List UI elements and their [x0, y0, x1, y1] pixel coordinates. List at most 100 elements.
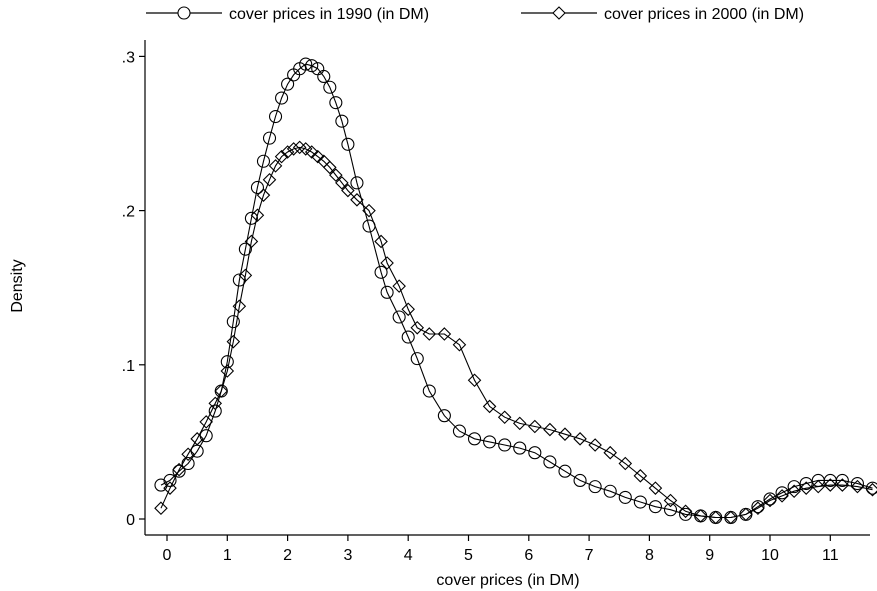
data-point-2000 — [648, 481, 663, 495]
data-point-1990 — [558, 464, 572, 478]
legend-marker-circle-icon — [177, 6, 191, 20]
data-point-1990 — [275, 91, 289, 105]
x-axis-title: cover prices (in DM) — [436, 572, 579, 589]
data-point-1990 — [467, 432, 482, 446]
data-point-2000 — [422, 327, 437, 341]
data-point-1990 — [618, 490, 632, 504]
data-point-2000 — [350, 193, 364, 207]
data-point-2000 — [172, 462, 186, 477]
data-point-2000 — [220, 364, 235, 378]
x-tick-label: 9 — [705, 547, 714, 564]
data-point-1990 — [573, 473, 587, 488]
data-point-1990 — [588, 480, 602, 494]
data-point-1990 — [220, 355, 234, 369]
x-tick-label: 11 — [822, 547, 839, 564]
data-point-1990 — [437, 409, 451, 423]
data-point-1990 — [835, 473, 849, 488]
data-point-1990 — [250, 180, 265, 195]
data-point-1990 — [763, 492, 777, 506]
data-point-2000 — [663, 493, 678, 508]
data-point-1990 — [679, 507, 693, 521]
data-point-2000 — [787, 484, 801, 499]
data-point-1990 — [452, 424, 467, 438]
x-axis-ticks: 0 1 2 3 4 5 6 7 8 9 10 11 — [163, 535, 839, 564]
x-tick-label: 3 — [343, 547, 352, 564]
data-point-1990 — [350, 176, 364, 190]
data-point-1990 — [483, 435, 497, 449]
x-tick-label: 7 — [585, 547, 594, 564]
data-point-2000 — [274, 149, 289, 164]
data-point-2000 — [588, 438, 602, 452]
data-point-1990 — [380, 285, 394, 299]
data-point-1990 — [226, 315, 240, 329]
data-point-2000 — [238, 268, 253, 283]
data-point-1990 — [299, 57, 313, 71]
legend-marker-diamond-icon — [552, 6, 566, 20]
data-point-2000 — [190, 432, 204, 446]
data-point-1990 — [262, 131, 277, 145]
data-point-2000 — [250, 208, 265, 223]
data-point-2000 — [268, 159, 283, 173]
data-point-2000 — [181, 447, 195, 462]
data-point-1990 — [238, 242, 252, 256]
data-point-2000 — [362, 203, 376, 218]
data-point-1990 — [663, 503, 678, 517]
y-tick-label: .3 — [122, 49, 135, 66]
data-point-1990 — [799, 476, 813, 491]
data-point-2000 — [528, 419, 542, 434]
data-point-2000 — [823, 478, 838, 492]
data-point-2000 — [280, 145, 295, 159]
data-point-2000 — [256, 188, 271, 202]
data-point-1990 — [603, 484, 617, 498]
data-point-2000 — [497, 410, 512, 425]
series-line-2000 — [160, 146, 873, 519]
data-point-2000 — [310, 149, 325, 164]
plot-area — [154, 57, 877, 525]
data-point-1990 — [392, 310, 406, 324]
series-2000 — [154, 140, 877, 525]
data-point-2000 — [452, 337, 467, 352]
legend-entry-2000: cover prices in 2000 (in DM) — [521, 6, 804, 23]
data-point-2000 — [374, 234, 388, 249]
data-point-2000 — [633, 469, 648, 483]
data-point-2000 — [751, 501, 765, 515]
data-point-2000 — [304, 145, 319, 159]
data-point-2000 — [244, 234, 259, 249]
x-tick-label: 2 — [283, 547, 292, 564]
data-point-2000 — [693, 509, 708, 523]
x-tick-label: 1 — [223, 547, 232, 564]
data-point-2000 — [739, 507, 753, 522]
data-point-2000 — [199, 415, 213, 429]
data-point-1990 — [410, 352, 424, 366]
data-point-2000 — [558, 427, 572, 441]
data-point-2000 — [298, 142, 313, 156]
x-tick-label: 5 — [464, 547, 473, 564]
data-point-2000 — [323, 160, 337, 175]
data-point-2000 — [678, 504, 693, 519]
data-point-1990 — [256, 154, 271, 168]
data-point-2000 — [410, 321, 425, 335]
legend-entry-1990: cover prices in 1990 (in DM) — [146, 6, 429, 23]
data-point-2000 — [226, 334, 241, 349]
x-tick-label: 8 — [645, 547, 654, 564]
data-point-1990 — [513, 441, 527, 455]
data-point-2000 — [850, 479, 865, 494]
data-point-1990 — [172, 464, 186, 478]
data-point-2000 — [380, 256, 394, 270]
data-point-2000 — [392, 279, 406, 293]
data-point-1990 — [422, 384, 436, 398]
data-point-1990 — [374, 265, 388, 279]
data-point-1990 — [329, 96, 343, 110]
data-point-2000 — [708, 510, 723, 525]
data-point-2000 — [811, 479, 826, 494]
data-point-1990 — [850, 476, 864, 491]
series-1990 — [154, 57, 877, 525]
data-point-1990 — [543, 455, 557, 469]
data-point-2000 — [543, 422, 557, 437]
data-point-1990 — [775, 486, 789, 500]
data-point-1990 — [633, 495, 647, 509]
legend-label-2000: cover prices in 2000 (in DM) — [604, 6, 804, 23]
data-point-2000 — [214, 384, 229, 398]
data-point-1990 — [208, 404, 222, 418]
data-point-2000 — [482, 399, 497, 414]
